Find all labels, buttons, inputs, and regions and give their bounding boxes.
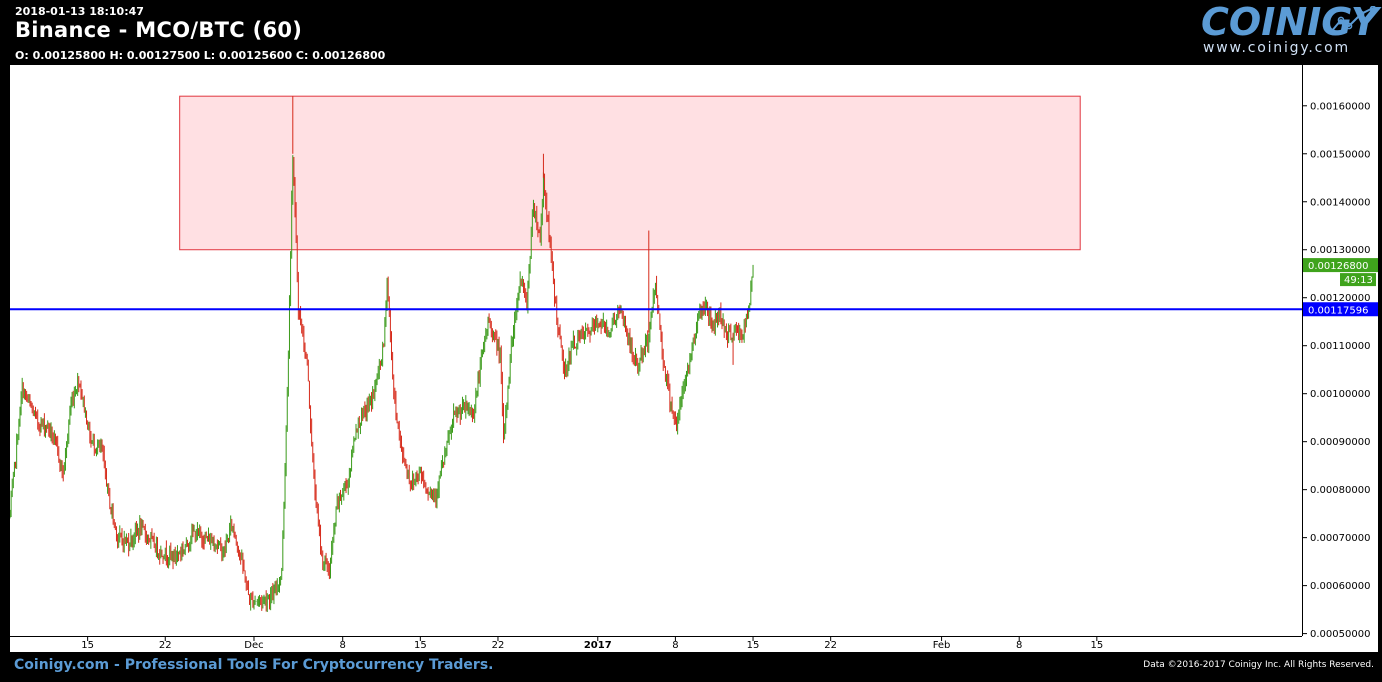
timestamp: 2018-01-13 18:10:47: [15, 5, 144, 18]
resistance-zone: [179, 95, 1081, 251]
chart-header: 2018-01-13 18:10:47 Binance - MCO/BTC (6…: [0, 0, 1382, 65]
x-tick-label: 2017: [584, 640, 612, 651]
y-tick-label: 0.00060000: [1310, 581, 1370, 592]
footer: Coinigy.com - Professional Tools For Cry…: [0, 652, 1382, 682]
logo-wordmark: COINIGY: [1201, 0, 1379, 44]
current-price-tag: [1303, 258, 1378, 273]
x-tick-label: 22: [492, 640, 505, 651]
countdown-tag: [1340, 273, 1376, 287]
logo-chart-icon: [1330, 6, 1377, 33]
y-tick-label: 0.00110000: [1310, 341, 1370, 352]
y-tick-label: 0.00090000: [1310, 437, 1370, 448]
y-tick-label: 0.00120000: [1310, 293, 1370, 304]
logo-url: www.coinigy.com: [1203, 40, 1350, 56]
y-tick-label: 0.00050000: [1310, 629, 1370, 640]
x-tick-label: 8: [672, 640, 678, 651]
coinigy-logo[interactable]: COINIGY www.coinigy.com: [1201, 0, 1379, 60]
price-chart[interactable]: 0.00050000 0.00060000 0.00070000 0.00080000…: [10, 65, 1378, 652]
current-price-label: 0.00126800: [1308, 261, 1368, 272]
y-tick-label: 0.00150000: [1310, 149, 1370, 160]
x-tick-label: 15: [81, 640, 94, 651]
candlestick-series: [10, 96, 754, 612]
y-tick-label: 0.00140000: [1310, 197, 1370, 208]
ohlc-readout: O: 0.00125800 H: 0.00127500 L: 0.0012560…: [15, 49, 386, 62]
x-tick-label: 15: [1090, 640, 1103, 651]
countdown-label: 49:13: [1344, 275, 1373, 286]
chart-title: Binance - MCO/BTC (60): [15, 18, 303, 42]
x-tick-label: 15: [747, 640, 760, 651]
x-tick-label: 22: [159, 640, 172, 651]
y-tick-label: 0.00160000: [1310, 101, 1370, 112]
support-line-label: 0.00117596: [1308, 305, 1368, 316]
y-tick-label: 0.00100000: [1310, 389, 1370, 400]
y-tick-label: 0.00130000: [1310, 245, 1370, 256]
x-tick-label: 8: [1016, 640, 1022, 651]
x-tick-label: 22: [824, 640, 837, 651]
y-tick-label: 0.00070000: [1310, 533, 1370, 544]
x-tick-label: 15: [414, 640, 427, 651]
footer-copyright: Data ©2016-2017 Coinigy Inc. All Rights …: [1143, 660, 1374, 670]
y-tick-label: 0.00080000: [1310, 485, 1370, 496]
x-tick-label: 8: [340, 640, 346, 651]
chart-canvas[interactable]: 0.00050000 0.00060000 0.00070000 0.00080000…: [10, 65, 1378, 652]
footer-tagline[interactable]: Coinigy.com - Professional Tools For Cry…: [14, 657, 494, 673]
x-tick-label: Feb: [933, 640, 951, 651]
support-line-tag: [1303, 302, 1378, 317]
x-tick-label: Dec: [244, 640, 263, 651]
